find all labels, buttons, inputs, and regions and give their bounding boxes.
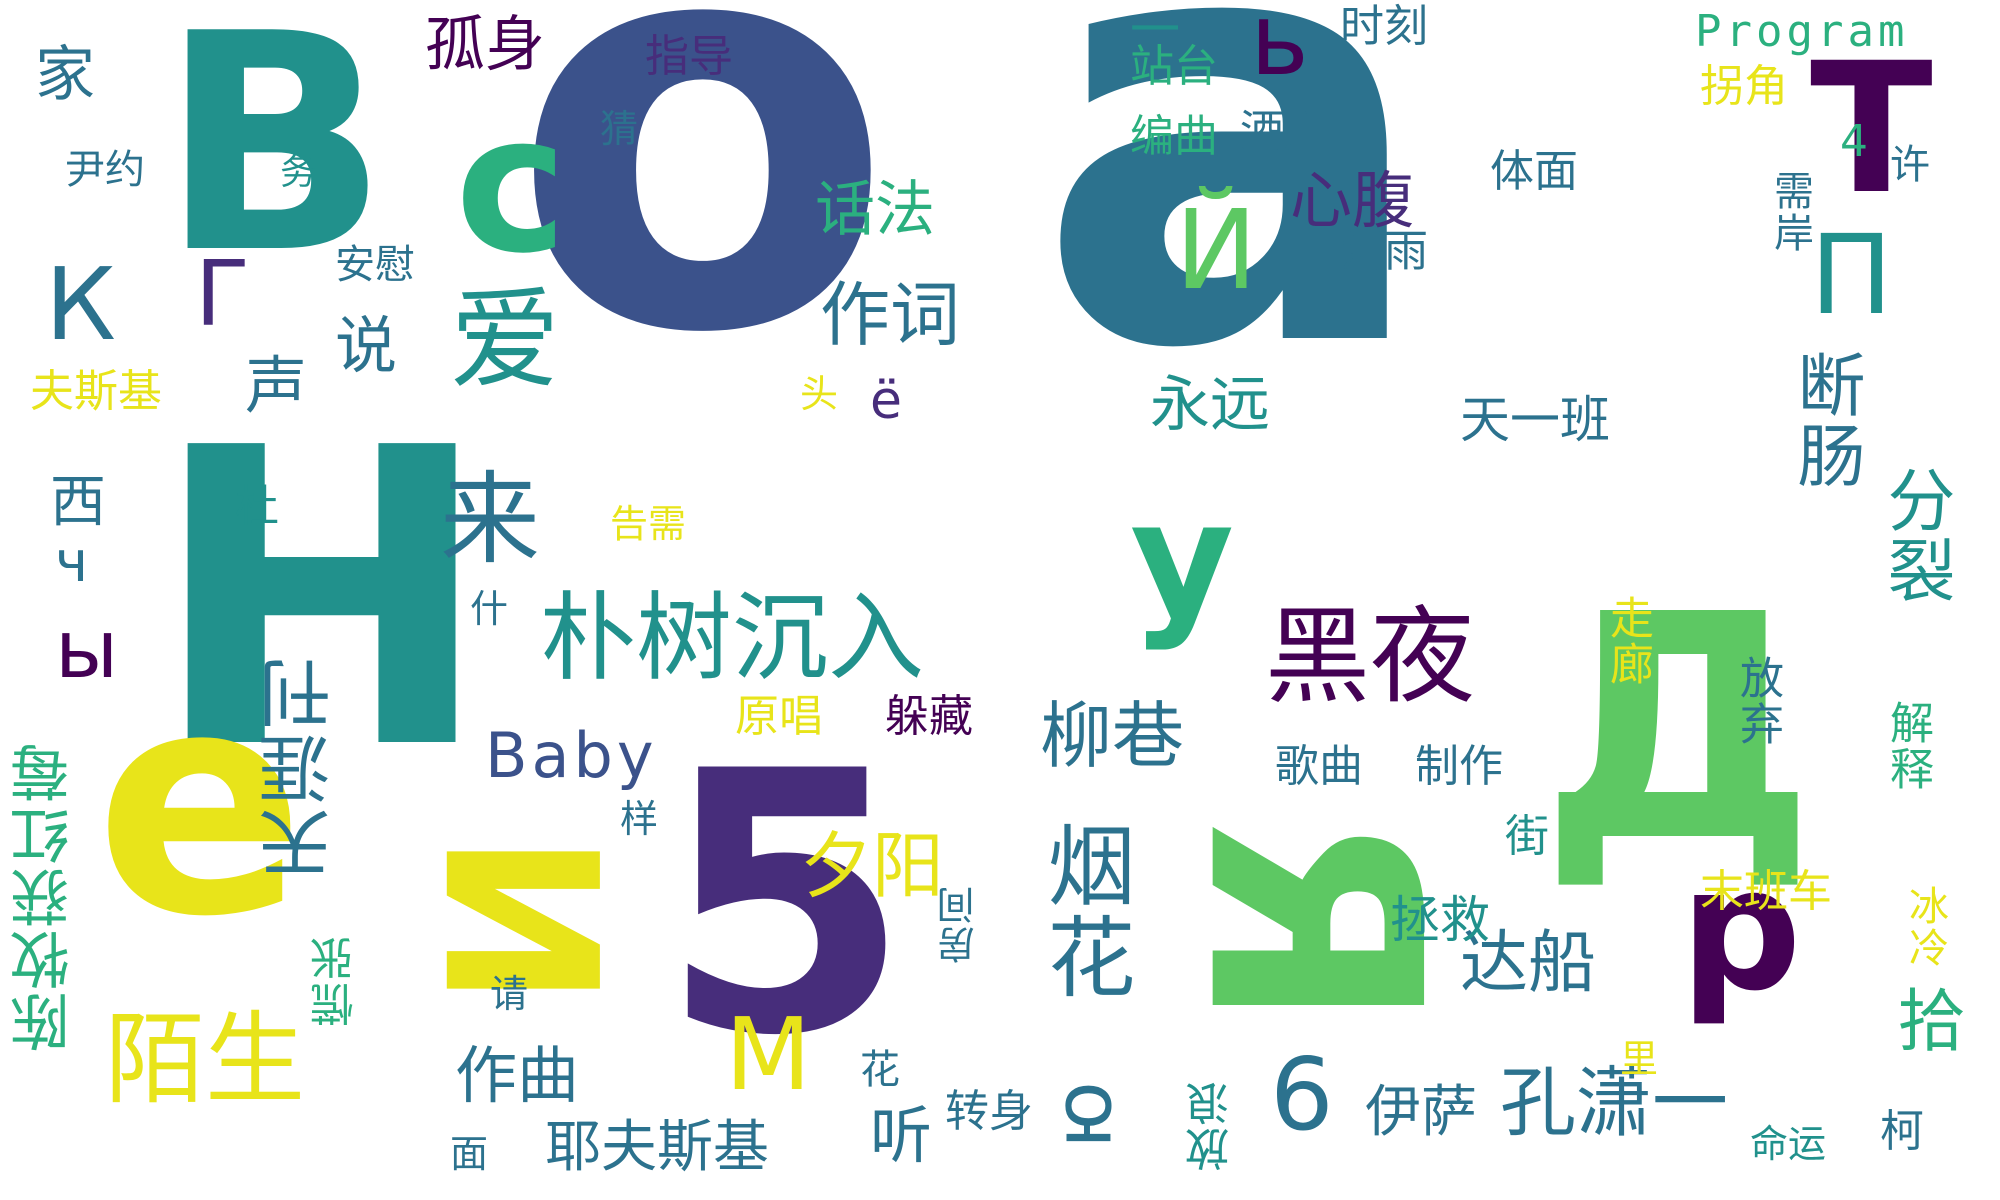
word-yang: 样 bbox=[620, 797, 659, 841]
word-mingyun: 命运 bbox=[1750, 1122, 1827, 1166]
word-gequ: 歌曲 bbox=[1275, 741, 1363, 792]
word-four: 4 bbox=[1840, 116, 1868, 167]
word-yisa: 伊萨 bbox=[1365, 1080, 1477, 1145]
word-5: 5 bbox=[660, 695, 911, 1114]
word-tianyiban: 天一班 bbox=[1460, 391, 1610, 449]
word-li: 里 bbox=[1620, 1037, 1659, 1081]
word-kongxiaoyi: 孔潇一 bbox=[1500, 1058, 1728, 1147]
word-sheng: 声 bbox=[245, 349, 308, 422]
word-b-small: ь bbox=[1250, 0, 1309, 98]
word-jieshi: 解释 bbox=[1882, 700, 1933, 792]
word-yongyuan: 永远 bbox=[1150, 370, 1270, 440]
word-ch: ч bbox=[55, 530, 89, 595]
word-fangqi: 放弃 bbox=[1732, 655, 1783, 747]
word-a: a bbox=[1035, 0, 1434, 478]
word-zhantai: 站台 bbox=[1130, 41, 1218, 92]
word-yi-top: 一 bbox=[1130, 1, 1180, 59]
word-yefusiji: 耶夫斯基 bbox=[545, 1115, 769, 1180]
word-zoulang: 走廊 bbox=[1602, 595, 1653, 687]
word-jia: 家 bbox=[35, 40, 95, 110]
word-guaijiao: 拐角 bbox=[1700, 61, 1788, 112]
word-mobanche: 末班车 bbox=[1700, 866, 1832, 917]
word-de: Д bbox=[1540, 549, 1817, 910]
word-heiye: 黑夜 bbox=[1265, 596, 1476, 718]
word-huafa: 话法 bbox=[815, 175, 935, 245]
word-gushen: 孤身 bbox=[425, 10, 545, 80]
word-zhuanshen: 转身 bbox=[945, 1086, 1033, 1137]
word-yu: ю bbox=[1036, 1081, 1130, 1149]
word-zuoci: 作词 bbox=[820, 274, 960, 356]
word-c: c bbox=[455, 74, 568, 295]
word-duanchang: 断肠 bbox=[1785, 350, 1864, 492]
word-liuxiang: 柳巷 bbox=[1040, 694, 1185, 778]
word-huangzhang: 慌张 bbox=[311, 935, 362, 1027]
word-chenmu: 陈牧获红莓 bbox=[10, 740, 80, 1052]
word-zhidao: 指导 bbox=[645, 31, 733, 82]
word-wu: 务 bbox=[280, 152, 317, 193]
word-y: y bbox=[1130, 466, 1235, 653]
word-T: T bbox=[1810, 25, 1933, 234]
word-ij: Й bbox=[1175, 186, 1258, 314]
word-six: 6 bbox=[1270, 1036, 1334, 1153]
word-M: M bbox=[725, 996, 812, 1113]
word-ai: 爱 bbox=[450, 276, 560, 404]
word-yuanchang: 原唱 bbox=[735, 691, 823, 742]
word-ting: 听 bbox=[870, 1099, 933, 1172]
word-shen: 什 bbox=[470, 587, 509, 631]
word-xuyan: 需岸 bbox=[1767, 170, 1813, 254]
word-zhizuo: 制作 bbox=[1415, 741, 1503, 792]
word-baby: Baby bbox=[485, 719, 658, 792]
word-jiudian: 酒店 bbox=[1240, 106, 1328, 157]
word-pi: П bbox=[1810, 211, 1893, 339]
word-ge: Г bbox=[195, 242, 250, 347]
word-ti: 体面 bbox=[1490, 146, 1578, 197]
word-pushu: 朴树沉入 bbox=[540, 582, 924, 694]
word-e: e bbox=[95, 624, 306, 985]
word-zuoqu: 作曲 bbox=[455, 1039, 580, 1112]
word-bianqu: 编曲 bbox=[1130, 111, 1218, 162]
word-program: Program bbox=[1695, 6, 1909, 57]
word-lai: 来 bbox=[440, 461, 540, 578]
word-hua: 花 bbox=[860, 1047, 900, 1093]
word-H: H bbox=[150, 361, 494, 839]
word-zhengjiu: 拯救 bbox=[1390, 891, 1490, 949]
word-yinyue: 尹约 bbox=[65, 147, 145, 193]
word-du: 杜 bbox=[235, 481, 279, 532]
word-tianyazhi: 天涯刊 bbox=[259, 655, 343, 880]
word-ka: К bbox=[45, 246, 116, 363]
word-fangjian: 房间 bbox=[937, 885, 981, 965]
word-mosheng: 陌生 bbox=[105, 1001, 305, 1118]
word-shuo: 说 bbox=[335, 309, 398, 382]
word-p: p bbox=[1680, 831, 1802, 1029]
word-shi: 拾 bbox=[1885, 985, 1964, 1056]
word-tou: 头 bbox=[800, 372, 839, 416]
word-o: o bbox=[510, 0, 895, 456]
word-shike: 时刻 bbox=[1340, 1, 1428, 52]
word-anwei: 安慰 bbox=[335, 242, 415, 288]
word-fanglang: 放浪 bbox=[1186, 1080, 1237, 1172]
word-jie: 街 bbox=[1505, 811, 1549, 862]
word-dachuan: 达船 bbox=[1460, 924, 1597, 1003]
word-leiyu: 泪雨 bbox=[1340, 226, 1428, 277]
word-xi: 西 bbox=[50, 470, 106, 535]
word-xiyang: 夕阳 bbox=[800, 824, 945, 908]
word-cai: 猜 bbox=[600, 107, 639, 151]
word-duocang: 躲藏 bbox=[885, 691, 973, 742]
word-gaobie: 告需 bbox=[610, 502, 687, 546]
word-yo: ё bbox=[870, 371, 902, 431]
word-qing: 请 bbox=[490, 972, 529, 1016]
word-yery: ы bbox=[55, 603, 119, 696]
word-fusiji: 夫斯基 bbox=[30, 366, 162, 417]
word-fenlie: 分裂 bbox=[1875, 465, 1954, 607]
word-B: B bbox=[160, 0, 389, 319]
word-yanhua: 烟花 bbox=[1033, 820, 1136, 1004]
word-xu: 许 bbox=[1890, 142, 1930, 188]
word-bingleng: 冰冷 bbox=[1902, 885, 1948, 969]
word-ke: 柯 bbox=[1880, 1106, 1924, 1157]
word-mian: 面 bbox=[450, 1132, 489, 1176]
word-xinfu: 心腹 bbox=[1290, 164, 1415, 237]
